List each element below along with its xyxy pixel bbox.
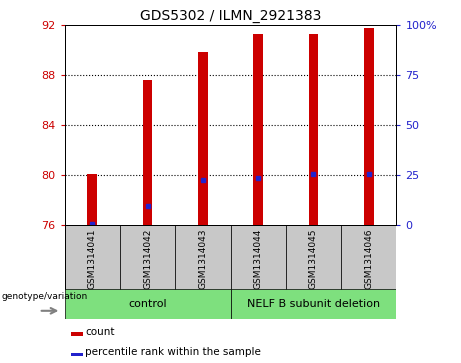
Bar (120, 225, 175, 290)
Bar (175, 225, 230, 290)
Bar (65, 289, 230, 319)
Bar (286, 225, 341, 290)
Bar (71, 332, 83, 336)
Text: control: control (128, 299, 167, 309)
Bar (364, 28, 374, 225)
Bar (142, 80, 153, 225)
Title: GDS5302 / ILMN_2921383: GDS5302 / ILMN_2921383 (140, 9, 321, 23)
Bar (71, 352, 83, 356)
Text: percentile rank within the sample: percentile rank within the sample (85, 347, 261, 357)
Bar (230, 225, 286, 290)
Text: GSM1314044: GSM1314044 (254, 228, 263, 289)
Text: NELF B subunit deletion: NELF B subunit deletion (247, 299, 380, 309)
Text: GSM1314041: GSM1314041 (88, 228, 97, 289)
Bar (65, 225, 120, 290)
Text: GSM1314042: GSM1314042 (143, 228, 152, 289)
Bar (253, 34, 263, 225)
Text: GSM1314043: GSM1314043 (198, 228, 207, 289)
Text: count: count (85, 327, 115, 337)
Bar (230, 289, 396, 319)
Text: GSM1314046: GSM1314046 (364, 228, 373, 289)
Bar (341, 225, 396, 290)
Bar (308, 34, 319, 225)
Bar (87, 174, 97, 225)
Bar (198, 52, 208, 225)
Text: genotype/variation: genotype/variation (1, 292, 88, 301)
Text: GSM1314045: GSM1314045 (309, 228, 318, 289)
